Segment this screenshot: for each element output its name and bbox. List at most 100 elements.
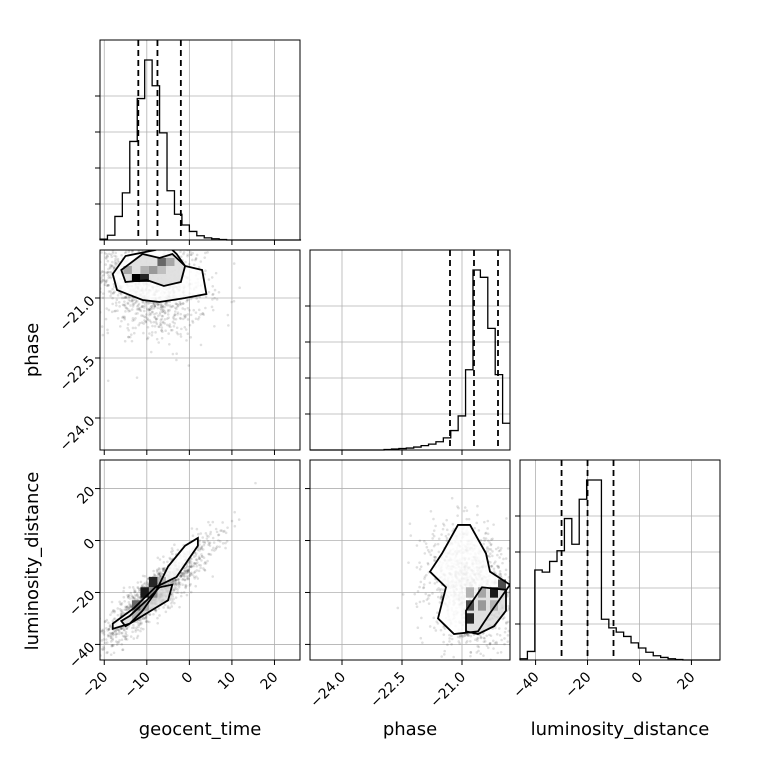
scatter-point bbox=[426, 562, 430, 566]
scatter-point bbox=[152, 302, 156, 306]
scatter-point bbox=[456, 514, 459, 517]
scatter-point bbox=[176, 303, 179, 306]
scatter-point bbox=[209, 553, 213, 556]
scatter-point bbox=[175, 591, 178, 594]
scatter-point bbox=[188, 565, 191, 569]
scatter-point bbox=[111, 260, 114, 264]
scatter-point bbox=[100, 274, 104, 278]
scatter-point bbox=[506, 547, 510, 550]
scatter-point bbox=[191, 321, 195, 324]
scatter-point bbox=[166, 606, 170, 610]
scatter-point bbox=[158, 247, 161, 250]
scatter-point bbox=[90, 258, 93, 261]
scatter-point bbox=[483, 539, 486, 542]
scatter-point bbox=[191, 251, 195, 255]
scatter-point bbox=[467, 634, 471, 637]
scatter-panel-phase_vs_geocent_time: −24.0 −22.5 −21.0 bbox=[57, 239, 301, 455]
scatter-point bbox=[134, 628, 138, 631]
scatter-point bbox=[194, 317, 198, 321]
scatter-point bbox=[154, 609, 158, 613]
scatter-point bbox=[195, 564, 199, 568]
density-cell bbox=[123, 266, 132, 274]
scatter-point bbox=[475, 637, 479, 641]
scatter-point bbox=[161, 320, 165, 324]
scatter-point bbox=[165, 301, 168, 305]
scatter-point bbox=[187, 569, 190, 572]
scatter-point bbox=[163, 302, 167, 306]
scatter-point bbox=[106, 634, 110, 638]
scatter-point bbox=[101, 628, 105, 632]
scatter-point bbox=[418, 585, 421, 589]
scatter-point bbox=[148, 319, 152, 322]
scatter-point bbox=[194, 562, 198, 566]
scatter-point bbox=[129, 635, 133, 638]
density-cell bbox=[140, 274, 149, 282]
scatter-point bbox=[134, 298, 138, 302]
scatter-point bbox=[158, 573, 162, 576]
scatter-point bbox=[146, 620, 150, 623]
scatter-point bbox=[183, 578, 187, 582]
x-tick-label: 20 bbox=[675, 669, 699, 693]
scatter-point bbox=[189, 582, 192, 586]
scatter-point bbox=[438, 589, 442, 592]
scatter-point bbox=[161, 244, 164, 247]
scatter-point bbox=[85, 287, 88, 290]
scatter-point bbox=[111, 637, 115, 641]
scatter-point bbox=[182, 252, 185, 256]
scatter-point bbox=[122, 626, 126, 629]
scatter-point bbox=[80, 267, 83, 270]
panel-frame bbox=[519, 459, 721, 661]
scatter-point bbox=[131, 630, 134, 634]
scatter-point bbox=[121, 315, 125, 319]
density-cell bbox=[157, 258, 166, 266]
scatter-point bbox=[494, 547, 498, 551]
scatter-point bbox=[120, 631, 123, 635]
scatter-point bbox=[186, 298, 190, 302]
scatter-point bbox=[106, 271, 109, 274]
scatter-point bbox=[104, 279, 107, 282]
scatter-point bbox=[132, 637, 136, 640]
scatter-point bbox=[128, 309, 132, 313]
scatter-point bbox=[123, 304, 127, 308]
scatter-point bbox=[100, 277, 103, 280]
scatter-point bbox=[419, 565, 423, 568]
scatter-point bbox=[174, 306, 177, 310]
scatter-point bbox=[506, 640, 510, 644]
scatter-point bbox=[148, 313, 151, 317]
scatter-point bbox=[173, 543, 176, 547]
scatter-point bbox=[489, 560, 492, 564]
scatter-point bbox=[502, 691, 505, 694]
scatter-point bbox=[163, 311, 167, 315]
scatter-point bbox=[495, 564, 499, 568]
scatter-point bbox=[85, 240, 88, 243]
scatter-point bbox=[448, 637, 451, 640]
scatter-point bbox=[173, 579, 177, 582]
scatter-point bbox=[128, 240, 131, 243]
scatter-point bbox=[149, 350, 153, 354]
scatter-point bbox=[160, 336, 164, 340]
scatter-point bbox=[132, 626, 136, 629]
scatter-point bbox=[143, 315, 146, 319]
scatter-point bbox=[186, 574, 189, 578]
scatter-point bbox=[445, 528, 449, 532]
scatter-point bbox=[420, 616, 423, 620]
scatter-point bbox=[159, 305, 163, 308]
scatter-point bbox=[184, 583, 187, 587]
scatter-point bbox=[153, 312, 156, 316]
scatter-point bbox=[154, 317, 158, 321]
density-cell bbox=[140, 587, 149, 598]
scatter-point bbox=[465, 517, 469, 521]
scatter-point bbox=[214, 547, 218, 551]
scatter-point bbox=[144, 615, 148, 619]
scatter-point bbox=[179, 575, 183, 578]
scatter-point bbox=[83, 239, 86, 242]
scatter-point bbox=[109, 266, 112, 270]
scatter-point bbox=[153, 247, 156, 250]
scatter-point bbox=[501, 561, 504, 565]
scatter-point bbox=[107, 628, 111, 631]
scatter-point bbox=[100, 272, 103, 275]
scatter-point bbox=[106, 379, 110, 383]
scatter-point bbox=[132, 303, 136, 306]
scatter-point bbox=[166, 304, 170, 307]
scatter-point bbox=[159, 571, 162, 574]
